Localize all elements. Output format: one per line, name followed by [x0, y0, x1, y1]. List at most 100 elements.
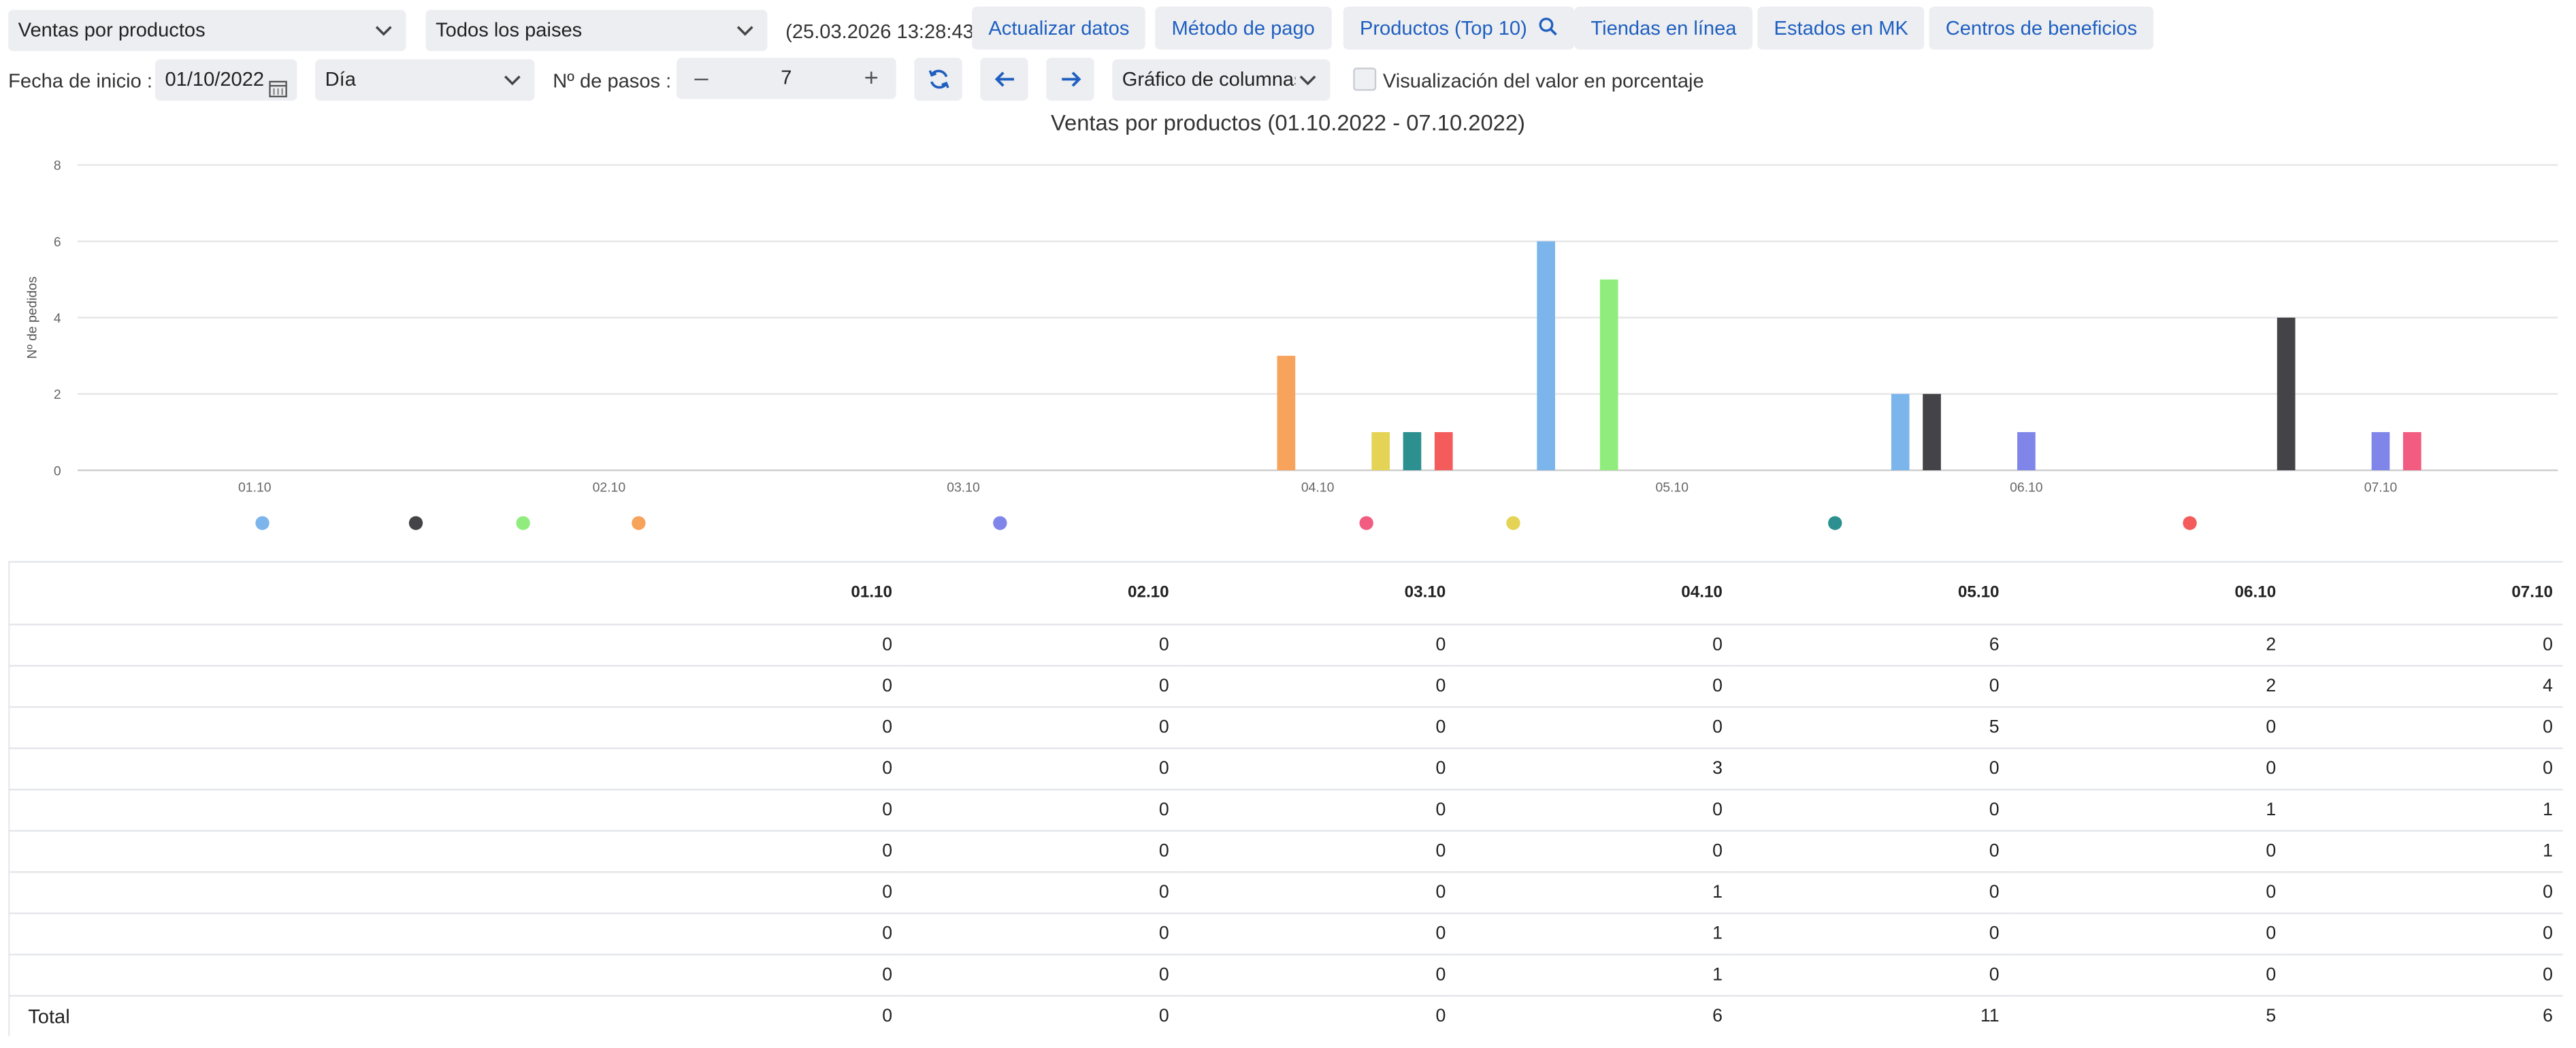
- col-header: 06.10: [2009, 561, 2286, 625]
- bar: [2402, 431, 2422, 471]
- bar: [2017, 431, 2036, 471]
- plus-icon[interactable]: +: [864, 64, 879, 93]
- table-cell: 0: [1179, 706, 1456, 749]
- profit-centers-label: Centros de beneficios: [1945, 16, 2138, 40]
- table-cell: 0: [1179, 747, 1456, 790]
- total-cell: 0: [902, 995, 1179, 1036]
- x-tick-label: 05.10: [1655, 480, 1689, 495]
- mk-states-button[interactable]: Estados en MK: [1757, 6, 1925, 50]
- arrow-right-icon: [1058, 67, 1081, 91]
- col-header: 01.10: [625, 561, 902, 625]
- table-corner-cell: [9, 561, 625, 625]
- top-products-label: Productos (Top 10): [1359, 16, 1527, 40]
- table-cell: 3: [1455, 747, 1733, 790]
- chart-title: Ventas por productos (01.10.2022 - 07.10…: [1050, 110, 1525, 135]
- bar: [1891, 393, 1910, 471]
- table-cell: 0: [902, 706, 1179, 749]
- profit-centers-button[interactable]: Centros de beneficios: [1929, 6, 2154, 50]
- chart-type-select[interactable]: Gráfico de columnas: [1112, 59, 1331, 101]
- table-cell: 0: [1179, 830, 1456, 872]
- minus-icon[interactable]: –: [694, 64, 708, 93]
- period-select-value: Día: [325, 67, 356, 91]
- total-cell: 5: [2009, 995, 2286, 1036]
- table-cell: 1: [2285, 789, 2563, 831]
- previous-period-button[interactable]: [980, 57, 1028, 101]
- table-cell: 4: [2285, 665, 2563, 707]
- bar: [1599, 279, 1618, 471]
- bar: [1371, 431, 1390, 471]
- table-cell: 0: [1732, 665, 2010, 707]
- next-period-button[interactable]: [1046, 57, 1094, 101]
- x-tick-label: 01.10: [238, 480, 272, 495]
- period-select[interactable]: Día: [315, 59, 535, 101]
- y-tick-label: 2: [54, 387, 61, 402]
- row-label: [9, 665, 625, 707]
- table-cell: 0: [2285, 706, 2563, 749]
- table-cell: 0: [1732, 747, 2010, 790]
- calendar-icon[interactable]: [269, 71, 287, 101]
- table-cell: 0: [2285, 871, 2563, 914]
- chart-type-value: Gráfico de columnas: [1122, 67, 1304, 91]
- row-label: [9, 706, 625, 749]
- top-products-button[interactable]: Productos (Top 10): [1343, 6, 1574, 51]
- mk-states-label: Estados en MK: [1774, 16, 1908, 40]
- x-tick-label: 04.10: [1301, 480, 1335, 495]
- payment-method-button[interactable]: Método de pago: [1155, 6, 1332, 50]
- table-cell: 0: [902, 665, 1179, 707]
- legend-marker: [516, 516, 530, 530]
- row-label: [9, 623, 625, 666]
- table-cell: 0: [1179, 871, 1456, 914]
- table-cell: 5: [1732, 706, 2010, 749]
- col-header: 07.10: [2285, 561, 2563, 625]
- refresh-data-button[interactable]: Actualizar datos: [972, 6, 1146, 50]
- chevron-down-icon: [374, 10, 393, 52]
- table-cell: 0: [2009, 953, 2286, 996]
- x-tick-label: 02.10: [593, 480, 626, 495]
- data-table: 01.10 02.10 03.10 04.10 05.10 06.10 07.1…: [8, 561, 2563, 1036]
- steps-value[interactable]: 7: [781, 65, 792, 89]
- y-tick-label: 0: [54, 463, 61, 478]
- legend-marker: [1359, 516, 1373, 530]
- start-date-input[interactable]: 01/10/2022: [154, 59, 297, 101]
- table-cell: 0: [1732, 912, 2010, 955]
- last-update-timestamp: (25.03.2026 13:28:43): [785, 20, 981, 44]
- col-header: 05.10: [1732, 561, 2010, 625]
- column-chart: 0 2 4 6 8 Nº de pedidos 01.10 02.10 03.10 04.10 05…: [25, 159, 2558, 530]
- bar: [1277, 355, 1296, 471]
- legend-marker: [408, 516, 423, 530]
- refresh-button[interactable]: [914, 57, 962, 101]
- steps-stepper[interactable]: – 7 +: [676, 57, 896, 99]
- total-cell: 0: [625, 995, 902, 1036]
- country-select[interactable]: Todos los paises: [425, 10, 768, 52]
- bar: [2371, 431, 2390, 471]
- table-cell: 0: [2009, 912, 2286, 955]
- table-cell: 0: [1732, 953, 2010, 996]
- table-cell: 0: [1179, 665, 1456, 707]
- report-select-value: Ventas por productos: [18, 18, 206, 42]
- percent-toggle-label: Visualización del valor en porcentaje: [1382, 69, 1704, 93]
- refresh-icon: [926, 67, 949, 91]
- country-select-value: Todos los paises: [436, 18, 583, 42]
- table-cell: 0: [2009, 871, 2286, 914]
- table-cell: 0: [625, 747, 902, 790]
- table-cell: 0: [2009, 706, 2286, 749]
- table-cell: 0: [1732, 789, 2010, 831]
- table-cell: 6: [1732, 623, 2010, 666]
- table-cell: 0: [2285, 953, 2563, 996]
- search-icon: [1537, 8, 1557, 51]
- x-tick-label: 07.10: [2364, 480, 2398, 495]
- percent-checkbox[interactable]: [1353, 67, 1377, 91]
- report-select[interactable]: Ventas por productos: [8, 10, 406, 52]
- online-stores-button[interactable]: Tiendas en línea: [1574, 6, 1753, 50]
- total-label: Total: [9, 995, 625, 1036]
- row-label: [9, 789, 625, 831]
- legend-marker: [255, 516, 270, 530]
- table-cell: 1: [2009, 789, 2286, 831]
- chevron-down-icon: [736, 10, 754, 52]
- table-cell: 1: [1455, 871, 1733, 914]
- table-cell: 1: [1455, 953, 1733, 996]
